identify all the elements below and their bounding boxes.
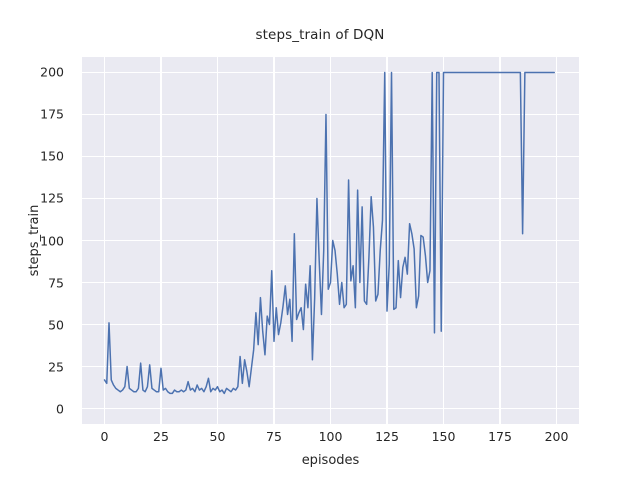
- x-tick-label: 25: [153, 429, 169, 444]
- data-line-layer: [82, 57, 579, 424]
- gridline-vertical: [216, 57, 219, 424]
- gridline-vertical: [273, 57, 275, 424]
- gridline-vertical: [442, 57, 445, 424]
- y-tick-label: 25: [48, 359, 64, 375]
- x-axis-label: episodes: [301, 453, 360, 468]
- y-axis-label: steps_train: [27, 204, 42, 277]
- x-tick-label: 100: [318, 429, 343, 444]
- x-tick-label: 0: [100, 429, 109, 444]
- x-tick-label: 125: [375, 429, 399, 444]
- gridline-vertical: [329, 57, 332, 424]
- gridline-vertical: [499, 57, 501, 424]
- y-tick-label: 150: [40, 148, 64, 164]
- x-tick-label: 75: [266, 429, 282, 444]
- gridline-vertical: [103, 57, 106, 424]
- series-line-steps-train: [104, 72, 554, 393]
- plot-area: [82, 57, 579, 424]
- y-tick-label: 125: [40, 190, 64, 206]
- y-tick-label: 100: [40, 233, 64, 248]
- y-tick-label: 50: [48, 317, 64, 333]
- chart-title: steps_train of DQN: [255, 27, 385, 43]
- y-tick-label: 200: [40, 64, 64, 80]
- x-tick-label: 150: [431, 429, 456, 444]
- y-tick-label: 0: [56, 401, 64, 417]
- x-tick-label: 200: [544, 429, 569, 444]
- gridline-vertical: [555, 57, 558, 424]
- gridline-vertical: [160, 57, 162, 424]
- y-axis-ticks: 0 25 50 75 100 125 150 175 200: [24, 57, 74, 424]
- x-tick-label: 50: [209, 429, 226, 444]
- y-tick-label: 175: [40, 106, 64, 122]
- y-tick-label: 75: [48, 275, 64, 290]
- x-tick-label: 175: [488, 429, 512, 444]
- x-axis-ticks: 0 25 50 75 100 125 150 175 200: [82, 429, 579, 449]
